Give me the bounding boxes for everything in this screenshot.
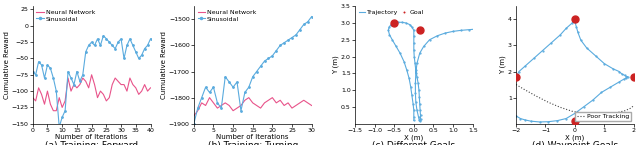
Point xyxy=(570,18,580,20)
Text: (d) Waypoint Goals: (d) Waypoint Goals xyxy=(532,141,618,145)
Text: (b) Training: Turning: (b) Training: Turning xyxy=(207,141,298,145)
Point xyxy=(628,76,639,78)
X-axis label: Number of Iterations: Number of Iterations xyxy=(56,134,128,140)
Text: (c) Different Goals: (c) Different Goals xyxy=(372,141,456,145)
Point xyxy=(487,5,497,7)
X-axis label: Number of Iterations: Number of Iterations xyxy=(216,134,289,140)
Legend: Neural Network, Sinusoidal: Neural Network, Sinusoidal xyxy=(197,9,257,22)
Y-axis label: Y (m): Y (m) xyxy=(333,56,339,74)
Legend: Neural Network, Sinusoidal: Neural Network, Sinusoidal xyxy=(36,9,96,22)
Legend: Trajectory, Goal: Trajectory, Goal xyxy=(358,9,424,16)
Point xyxy=(389,22,399,24)
Y-axis label: Cumulative Reward: Cumulative Reward xyxy=(4,31,10,99)
X-axis label: X (m): X (m) xyxy=(565,134,584,141)
Y-axis label: Cumulative Reward: Cumulative Reward xyxy=(161,31,168,99)
Point xyxy=(511,76,521,78)
Text: (a) Training: Forward: (a) Training: Forward xyxy=(45,141,138,145)
X-axis label: X (m): X (m) xyxy=(404,134,424,141)
Legend: Poor Tracking: Poor Tracking xyxy=(575,112,630,121)
Point xyxy=(415,29,425,31)
Y-axis label: Y (m): Y (m) xyxy=(500,56,506,74)
Point xyxy=(570,120,580,122)
